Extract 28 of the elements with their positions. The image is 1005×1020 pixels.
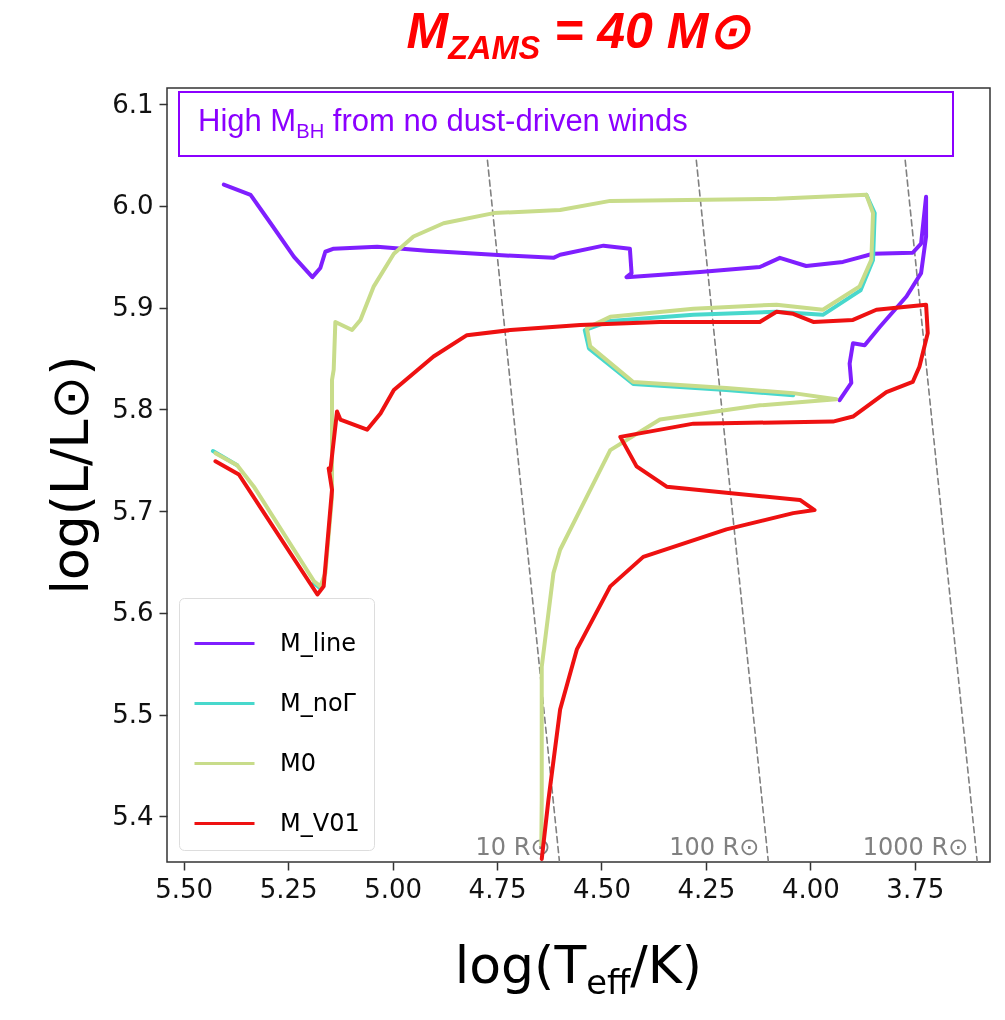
x-tick-label: 5.50 <box>155 873 214 904</box>
x-tick-label: 4.25 <box>677 873 736 904</box>
y-tick-label: 5.6 <box>112 597 154 628</box>
x-tick-label: 4.75 <box>468 873 527 904</box>
y-tick-label: 5.5 <box>112 699 154 730</box>
y-tick-label: 5.8 <box>112 393 154 424</box>
legend-label: M_V01 <box>280 808 360 837</box>
x-tick-label: 5.00 <box>364 873 423 904</box>
annotation: High M$_{BH}$ from no dust-driven winds <box>178 91 954 157</box>
y-tick-label: 5.4 <box>112 800 154 831</box>
line-series <box>221 182 929 403</box>
legend-label: M0 <box>280 748 316 777</box>
y-tick-label: 6.1 <box>112 88 154 119</box>
x-axis-title: log(T$_{eff}$/K) <box>453 935 704 1003</box>
line-series <box>213 302 930 861</box>
chart-title: M$_{ZAMS}$ = 40 M⊙ <box>405 2 752 67</box>
legend-label: M_noΓ <box>280 688 357 717</box>
y-axis-title: log(L/L⊙) <box>40 354 100 597</box>
series-label: 100 R⊙ <box>669 833 760 861</box>
y-tick-label: 5.9 <box>112 292 154 323</box>
y-tick-label: 6.0 <box>112 190 154 221</box>
x-tick-label: 5.25 <box>259 873 318 904</box>
x-tick-label: 4.00 <box>781 873 840 904</box>
y-tick-label: 5.7 <box>112 495 154 526</box>
x-tick-label: 4.50 <box>573 873 631 904</box>
series-label: 1000 R⊙ <box>862 833 969 861</box>
x-tick-label: 3.75 <box>886 873 945 904</box>
legend-label: M_line <box>280 628 357 657</box>
